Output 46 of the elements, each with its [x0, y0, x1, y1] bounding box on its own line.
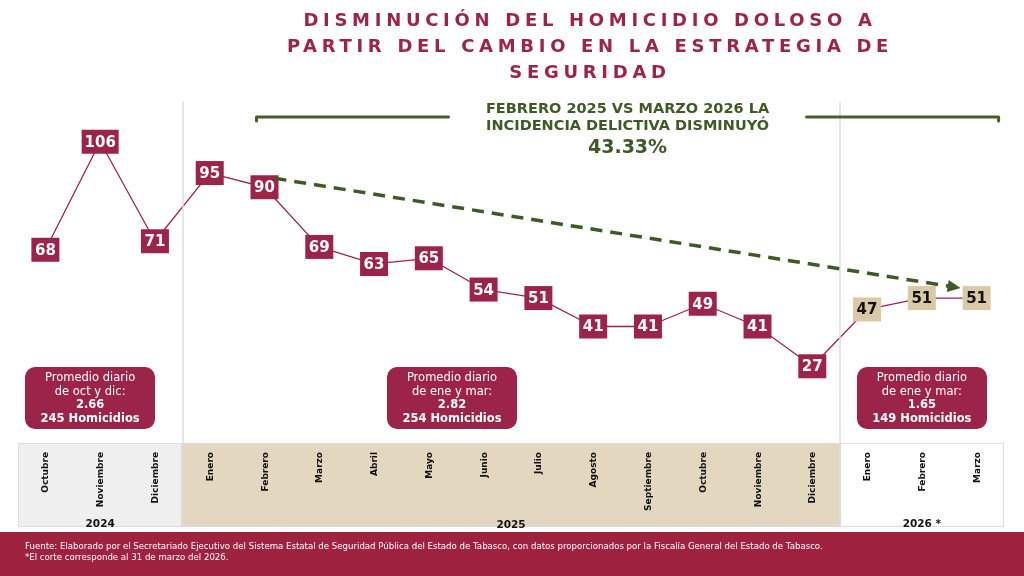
x-axis-title: 2026 *: [902, 516, 942, 529]
x-tick-label: Febrero: [916, 452, 927, 492]
data-label: 63: [363, 254, 385, 273]
source-note: Fuente: Elaborado por el Secretariado Ejecutivo del Sistema Estatal de Seguridad Pública del Estado de Tabasco, con datos proporcionados por la Fiscalía General del Estado de Tabasco.: [25, 541, 823, 552]
x-tick-label: Noviembre: [752, 452, 763, 508]
data-label: 68: [34, 240, 56, 259]
x-tick-label: Marzo: [971, 452, 982, 483]
x-tick-label: Noviembre: [95, 452, 106, 508]
data-label: 51: [911, 289, 933, 308]
data-label: 41: [637, 317, 659, 336]
data-label: 51: [966, 289, 988, 308]
x-tick-label: Septiembre: [642, 452, 653, 511]
x-tick-label: Febrero: [259, 452, 270, 492]
text: Promedio diario de ene y mar: 2.82 254 Homicidios: [401, 370, 503, 425]
data-label: 90: [254, 178, 275, 197]
data-label: 69: [308, 237, 330, 256]
data-label: 27: [801, 357, 823, 376]
chart-title: DISMINUCIÓN DEL HOMICIDIO DOLOSO A PARTIR DEL CAMBIO EN LA ESTRATEGIA DE SEGURIDAD: [285, 8, 895, 84]
data-label: 95: [199, 164, 221, 183]
text: Promedio diario de oct y dic: 2.66 245 Homicidios: [39, 370, 141, 425]
x-tick-label: Enero: [862, 452, 873, 482]
x-tick-label: Abril: [369, 452, 380, 477]
x-tick-label: Mayo: [423, 452, 434, 479]
data-label: 51: [527, 289, 549, 308]
x-axis-title: 2024: [85, 516, 115, 529]
x-tick-label: Junio: [478, 452, 489, 479]
text: FEBRERO 2025 VS MARZO 2026 LA INCIDENCIA DELICTIVA DISMINUYÓ: [484, 100, 771, 134]
data-label: 54: [473, 280, 495, 299]
data-label: 71: [144, 232, 166, 251]
text: *El corte corresponde al 31 de marzo del 2026.: [25, 552, 229, 563]
x-tick-label: Agosto: [588, 452, 599, 488]
x-axis-title: 2025: [496, 518, 526, 531]
x-tick-label: Diciembre: [807, 452, 818, 504]
text: Promedio diario de ene y mar: 1.65 149 Homicidios: [871, 370, 973, 425]
x-tick-label: Marzo: [314, 452, 325, 483]
data-label: 41: [747, 317, 768, 336]
data-label: 49: [692, 294, 714, 313]
data-label: 41: [582, 317, 604, 336]
text: 43.33%: [586, 135, 669, 157]
x-tick-label: Julio: [533, 452, 544, 476]
x-tick-label: Diciembre: [149, 452, 160, 504]
x-tick-label: Enero: [204, 452, 215, 482]
data-label: 47: [856, 300, 878, 319]
x-tick-label: Octubre: [40, 452, 51, 493]
x-tick-label: Octubre: [697, 452, 708, 493]
data-label: 65: [418, 249, 440, 268]
